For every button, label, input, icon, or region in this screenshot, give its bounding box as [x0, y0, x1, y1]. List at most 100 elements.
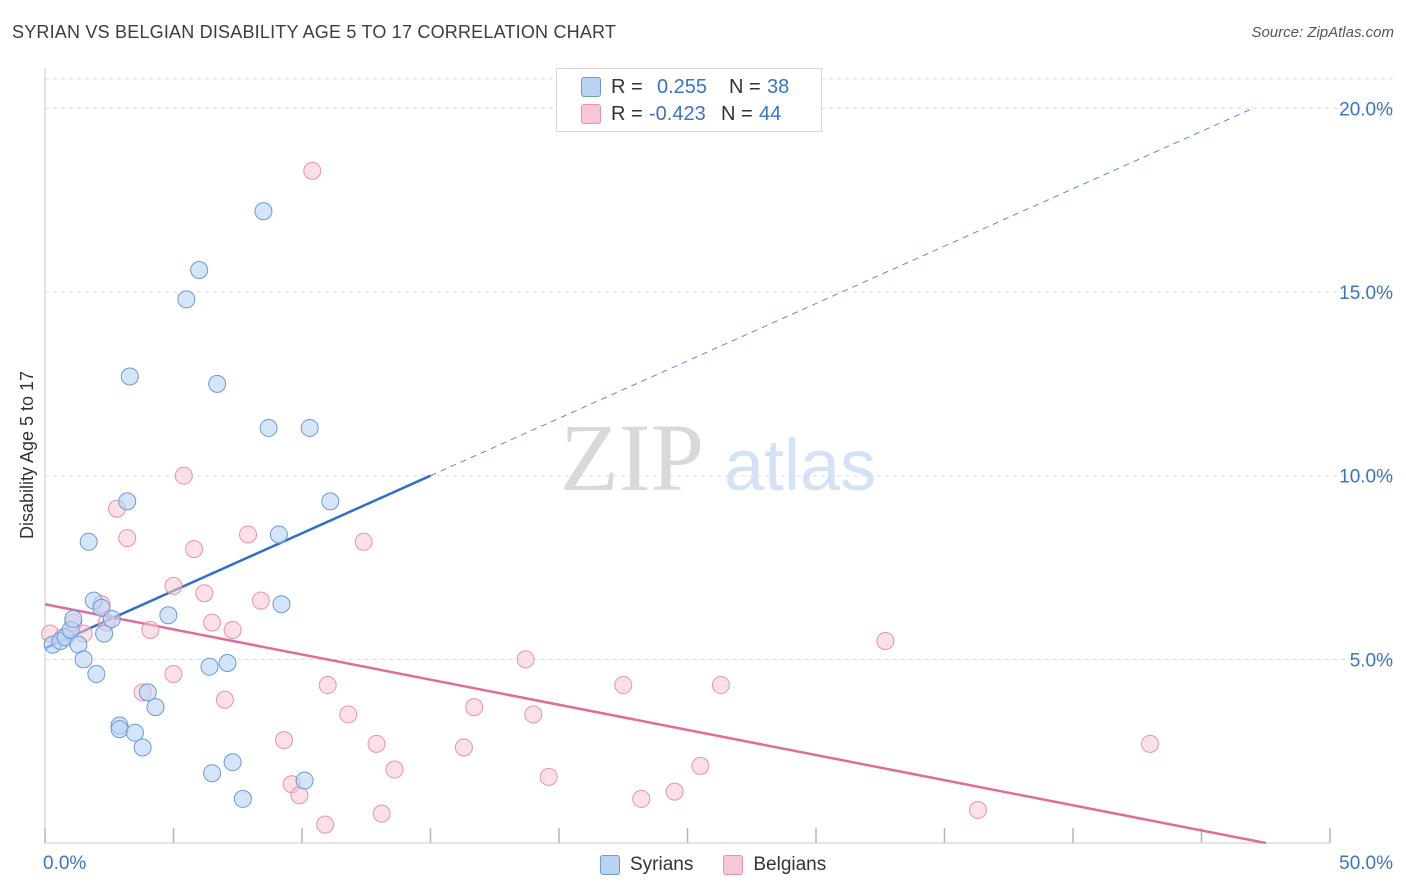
watermark-zip: ZIP: [560, 404, 704, 511]
belgians-point: [372, 804, 391, 823]
belgians-point: [876, 631, 895, 650]
belgians-point: [614, 676, 633, 695]
syrians-point: [203, 764, 222, 783]
axes-layer: 5.0% 10.0% 15.0% 20.0% 0.0% 50.0%: [43, 68, 1393, 874]
syrians-point: [233, 789, 252, 808]
stats-row-belgians: R = -0.423 N = 44: [581, 102, 781, 126]
syrians-point: [177, 290, 196, 309]
belgians-point: [968, 800, 987, 819]
syrians-point: [259, 418, 278, 437]
belgians-point: [223, 620, 242, 639]
n-value: 44: [759, 102, 782, 125]
syrians-swatch: [600, 855, 620, 875]
belgians-point: [203, 613, 222, 632]
belgians-point: [1141, 734, 1160, 753]
syrians-point: [146, 698, 165, 717]
syrians-point: [118, 492, 137, 511]
syrians-point: [133, 738, 152, 757]
legend-label: Syrians: [630, 854, 694, 875]
belgians-point: [367, 734, 386, 753]
syrians-point: [95, 624, 114, 643]
r-value: 0.255: [657, 75, 708, 98]
y-tick-label: 10.0%: [1339, 467, 1393, 488]
legend-item-belgians[interactable]: Belgians: [723, 854, 826, 876]
syrians-point: [64, 609, 83, 628]
belgians-point: [465, 698, 484, 717]
syrians-point: [254, 202, 273, 221]
syrians-point: [200, 657, 219, 676]
belgians-point: [118, 529, 137, 548]
belgians-trend-line: [44, 603, 1266, 845]
belgians-swatch: [581, 104, 601, 124]
r-value: -0.423: [649, 102, 706, 125]
belgians-point: [164, 665, 183, 684]
grid-layer: [45, 78, 1395, 660]
belgians-point: [316, 815, 335, 834]
syrians-point: [300, 418, 319, 437]
r-label: R =: [611, 102, 643, 125]
syrians-point: [110, 720, 129, 739]
belgians-swatch: [723, 855, 744, 875]
syrians-point: [87, 665, 106, 684]
belgians-point: [665, 782, 684, 801]
legend-item-syrians[interactable]: Syrians: [600, 854, 693, 876]
stats-legend: R = 0.255 N = 38 R = -0.423 N = 44: [556, 68, 822, 132]
n-label: N =: [721, 102, 753, 125]
source-label: Source: ZipAtlas.com: [1251, 24, 1394, 41]
belgians-point: [239, 525, 258, 544]
n-label: N =: [729, 75, 761, 98]
syrians-point: [120, 367, 139, 386]
belgians-point: [174, 466, 193, 485]
belgians-point: [632, 789, 651, 808]
legend-label: Belgians: [753, 854, 827, 875]
watermark-atlas: atlas: [724, 426, 876, 506]
syrians-point: [159, 606, 178, 625]
syrians-point: [125, 723, 144, 742]
belgians-point: [215, 690, 234, 709]
belgians-point: [539, 767, 558, 786]
syrians-point: [321, 492, 340, 511]
syrians-trend-extension: [430, 107, 1254, 477]
n-value: 38: [767, 75, 790, 98]
syrians-point: [208, 374, 227, 393]
belgians-point: [141, 620, 160, 639]
syrians-point: [138, 683, 157, 702]
belgians-point: [251, 591, 270, 610]
belgians-point: [516, 650, 535, 669]
belgians-point: [524, 705, 543, 724]
belgians-point: [318, 676, 337, 695]
syrians-point: [102, 609, 121, 628]
syrians-point: [190, 261, 209, 279]
belgians-point: [195, 584, 214, 603]
belgians-point: [385, 760, 404, 779]
watermark: ZIP atlas: [560, 404, 876, 511]
chart-title: SYRIAN VS BELGIAN DISABILITY AGE 5 TO 17…: [12, 22, 617, 42]
syrians-point: [223, 753, 242, 772]
y-tick-label: 20.0%: [1339, 99, 1393, 120]
stats-row-syrians: R = 0.255 N = 38: [581, 75, 789, 99]
syrians-point: [272, 595, 291, 614]
belgians-point: [275, 731, 294, 750]
syrians-point: [74, 650, 93, 669]
belgians-point: [185, 540, 204, 559]
belgians-point: [711, 676, 730, 695]
syrians-swatch: [581, 77, 601, 97]
points-layer: [41, 161, 1160, 834]
belgians-point: [339, 705, 358, 724]
syrians-point: [295, 771, 314, 790]
y-tick-label: 5.0%: [1350, 650, 1393, 671]
belgians-point: [354, 532, 373, 551]
syrians-point: [79, 532, 98, 551]
belgians-point: [454, 738, 473, 757]
belgians-point: [164, 576, 183, 595]
y-tick-label: 15.0%: [1339, 283, 1393, 304]
r-label: R =: [611, 75, 643, 98]
syrians-point: [218, 654, 237, 673]
syrians-point: [269, 525, 288, 544]
belgians-point: [303, 161, 322, 180]
y-axis-label: Disability Age 5 to 17: [17, 371, 37, 539]
series-legend: Syrians Belgians: [600, 852, 856, 878]
x-tick-label: 0.0%: [43, 853, 86, 874]
belgians-point: [691, 756, 710, 775]
